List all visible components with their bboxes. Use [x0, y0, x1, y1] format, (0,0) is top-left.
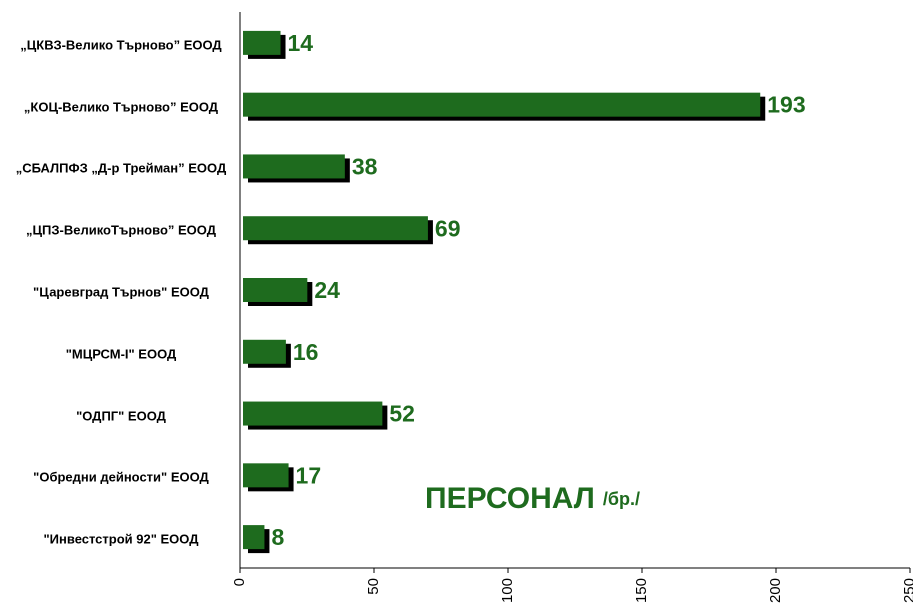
data-label: 52: [389, 401, 415, 427]
data-label: 14: [288, 30, 314, 56]
data-label: 8: [271, 524, 284, 550]
chart-title: ПЕРСОНАЛ/бр./: [425, 482, 640, 515]
y-tick-label: „СБАЛПФЗ „Д-р Трейман” ЕООД: [15, 160, 227, 176]
y-tick-label: "Обредни дейности" ЕООД: [33, 469, 209, 485]
bar: [243, 463, 289, 488]
y-tick-label: "ОДПГ" ЕООД: [76, 408, 166, 424]
bar: [243, 216, 428, 241]
y-tick-label: "МЦРСМ-I" ЕООД: [65, 346, 177, 362]
data-label: 24: [314, 277, 340, 303]
title-unit: /бр./: [603, 489, 640, 509]
bar: [243, 339, 286, 364]
bar: [243, 278, 308, 302]
bar: [243, 30, 281, 55]
y-tick-label: „ЦПЗ-ВеликоТърново” ЕООД: [26, 222, 216, 238]
y-tick-label: "Царевград Търнов" ЕООД: [33, 284, 209, 300]
x-tick-label: 0: [231, 578, 248, 586]
x-tick-label: 200: [767, 578, 784, 603]
data-label: 38: [352, 154, 378, 180]
bar: [243, 154, 345, 179]
x-tick-label: 150: [633, 578, 650, 603]
data-label: 69: [435, 215, 461, 241]
bar: [243, 401, 383, 426]
title-main: ПЕРСОНАЛ: [425, 482, 595, 515]
y-tick-label: "Инвестстрой 92" ЕООД: [43, 531, 199, 547]
x-tick-label: 250: [901, 578, 913, 603]
bar: [243, 92, 761, 117]
bar: [243, 525, 265, 550]
data-label: 193: [767, 92, 805, 118]
x-tick-label: 100: [499, 578, 516, 603]
x-tick-label: 50: [365, 578, 382, 595]
data-label: 17: [296, 462, 322, 488]
y-tick-label: „ЦКВЗ-Велико Търново” ЕООД: [20, 37, 222, 53]
y-tick-label: „КОЦ-Велико Търново” ЕООД: [23, 99, 219, 115]
data-label: 16: [293, 339, 319, 365]
